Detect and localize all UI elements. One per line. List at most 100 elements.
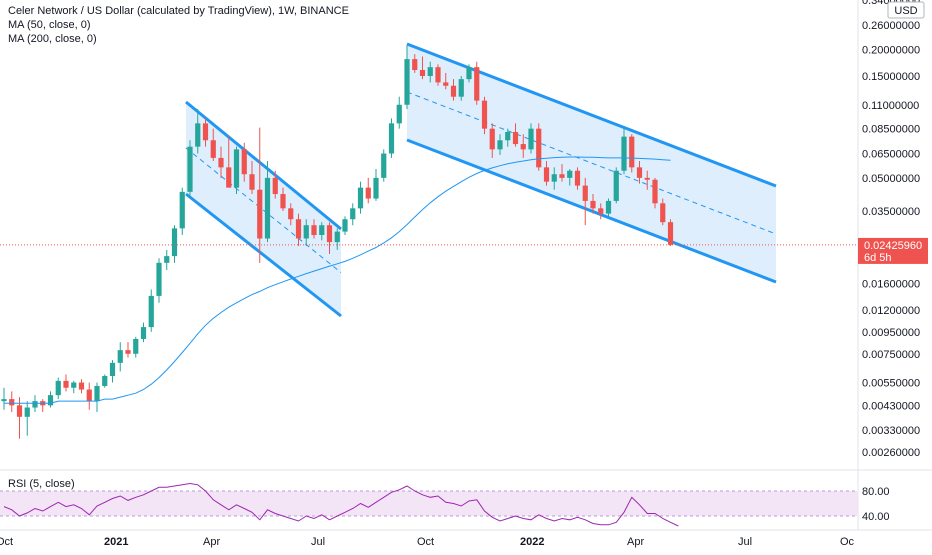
candle-body xyxy=(505,131,511,141)
candle-body xyxy=(481,100,488,129)
ma50-legend: MA (50, close, 0) xyxy=(8,19,91,31)
candle-body xyxy=(288,208,294,220)
candle-body xyxy=(419,70,426,77)
price-tick-label: 0.20000000 xyxy=(862,44,920,56)
candle-body xyxy=(326,225,333,243)
candle-body xyxy=(590,200,596,209)
ma50-line xyxy=(4,156,671,404)
candle-body xyxy=(388,123,395,154)
candle-body xyxy=(559,174,565,178)
candle-body xyxy=(412,59,418,71)
price-tick-label: 0.00550000 xyxy=(862,378,920,390)
candle-body xyxy=(404,59,410,105)
candle-body xyxy=(342,219,348,232)
price-tick-label: 0.00330000 xyxy=(862,425,920,437)
candle-body xyxy=(512,131,519,145)
candle-body xyxy=(582,185,588,201)
price-tick-label: 0.11000000 xyxy=(862,100,919,112)
candle-body xyxy=(636,167,643,178)
currency-label: USD xyxy=(894,5,917,17)
price-tick-label: 0.00950000 xyxy=(862,327,920,339)
candle-body xyxy=(86,389,92,402)
candle-body xyxy=(257,189,263,239)
time-tick-label: 2022 xyxy=(520,536,544,548)
candle-body xyxy=(233,149,240,188)
candle-body xyxy=(598,208,604,214)
candle-body xyxy=(605,200,612,214)
time-tick-label: Jul xyxy=(311,536,325,548)
time-tick-label: Apr xyxy=(627,536,644,548)
last-price-tag xyxy=(858,237,928,264)
candle-body xyxy=(334,231,340,243)
currency-box xyxy=(887,1,925,19)
candle-body xyxy=(164,256,170,263)
candle-body xyxy=(435,67,441,83)
candle-body xyxy=(55,380,61,396)
candle-body xyxy=(140,327,147,339)
rsi-tick-label: 40.00 xyxy=(862,511,890,523)
channel-lower-line-1 xyxy=(185,192,342,318)
time-tick-label: Apr xyxy=(203,536,220,548)
candle-body xyxy=(32,401,38,408)
countdown-label: 6d 5h xyxy=(864,252,892,264)
candle-body xyxy=(303,225,309,239)
channel-upper-line-1 xyxy=(185,100,342,231)
candle-body xyxy=(210,140,216,158)
time-tick-label: Oct xyxy=(0,536,13,548)
candle-body xyxy=(117,350,123,363)
candle-body xyxy=(613,170,619,201)
candle-body xyxy=(551,174,557,182)
candle-body xyxy=(373,177,379,199)
candle-body xyxy=(543,167,550,182)
ma200-legend: MA (200, close, 0) xyxy=(8,33,97,45)
price-tick-label: 0.06500000 xyxy=(862,149,920,161)
candle-body xyxy=(660,203,666,223)
price-tick-label: 0.00260000 xyxy=(862,447,920,459)
price-tick-label: 0.26000000 xyxy=(862,20,920,32)
candle-body xyxy=(133,338,139,354)
candle-body xyxy=(621,136,627,171)
candle-body xyxy=(24,407,30,417)
channel-fill-2 xyxy=(407,44,776,282)
price-tick-label: 0.00430000 xyxy=(862,400,920,412)
candle-body xyxy=(78,382,85,390)
price-tick-label: 0.01200000 xyxy=(862,305,920,317)
candle-body xyxy=(156,262,162,296)
candle-body xyxy=(520,144,526,150)
candle-body xyxy=(102,376,108,386)
candle-body xyxy=(109,362,116,377)
time-tick-label: Oct xyxy=(417,536,434,548)
candle-body xyxy=(295,219,302,239)
candle-body xyxy=(365,187,371,199)
candle-body xyxy=(450,85,457,97)
candle-body xyxy=(16,405,23,417)
channel-lower-line-2 xyxy=(406,138,777,284)
time-tick-label: 2021 xyxy=(104,536,128,548)
candle-body xyxy=(202,123,209,141)
rsi-band xyxy=(0,491,858,516)
price-tick-label: 0.05000000 xyxy=(862,173,920,185)
candle-body xyxy=(667,222,674,245)
candle-body xyxy=(171,228,178,257)
candle-body xyxy=(629,136,635,168)
candle-body xyxy=(71,382,77,388)
candle-body xyxy=(241,149,247,175)
rsi-line xyxy=(3,482,679,527)
candle-body xyxy=(179,191,185,229)
price-tick-label: 0.00750000 xyxy=(862,349,920,361)
candle-body xyxy=(458,79,464,97)
candle-body xyxy=(311,225,317,236)
candle-body xyxy=(474,67,480,101)
candle-body xyxy=(357,187,364,209)
time-tick-label: Jul xyxy=(738,536,752,548)
candle-body xyxy=(9,399,15,406)
time-tick-label: Oc xyxy=(840,536,855,548)
price-tick-label: 0.03500000 xyxy=(862,206,920,218)
candle-body xyxy=(528,128,534,150)
chart-title: Celer Network / US Dollar (calculated by… xyxy=(8,5,349,17)
candle-body xyxy=(466,67,472,80)
candle-body xyxy=(427,67,433,77)
candle-body xyxy=(396,104,402,124)
